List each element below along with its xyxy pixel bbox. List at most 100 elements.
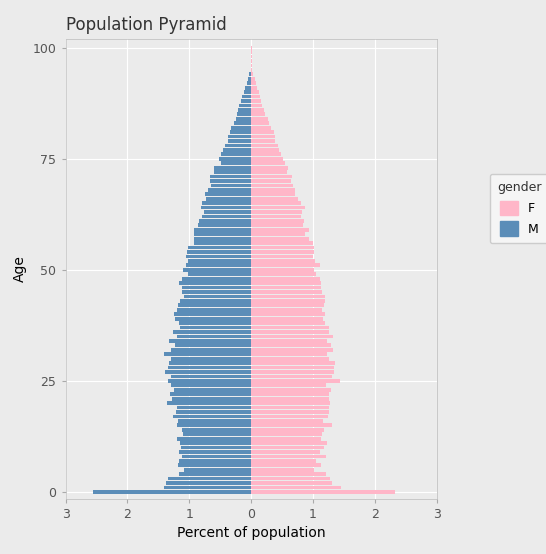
Bar [251,59,252,63]
Bar [251,179,291,183]
Bar [182,454,251,458]
Bar [172,397,251,401]
Bar [204,210,251,214]
Bar [251,343,331,347]
Bar [251,99,261,103]
Bar [251,437,322,440]
Bar [251,273,316,276]
Bar [251,175,292,178]
Bar [164,352,251,356]
Bar [251,46,252,49]
Bar [201,201,251,205]
Bar [211,183,251,187]
Bar [251,481,332,485]
Bar [178,463,251,467]
Bar [251,135,275,138]
Bar [251,81,256,85]
Bar [251,419,323,423]
Bar [251,290,322,294]
Bar [251,219,304,223]
Bar [251,143,278,147]
Bar [171,383,251,387]
Bar [251,486,341,489]
Bar [251,388,331,392]
Bar [237,112,251,116]
Bar [251,188,295,192]
Bar [181,277,251,280]
Bar [251,348,333,352]
Bar [182,290,251,294]
Bar [251,432,322,436]
Bar [169,361,251,365]
Bar [188,245,251,249]
Bar [251,201,301,205]
Bar [205,192,251,196]
Bar [251,228,309,232]
Bar [251,237,308,240]
Bar [184,295,251,299]
Bar [221,161,251,165]
Bar [251,397,329,401]
Legend: F, M: F, M [490,174,546,243]
Bar [251,366,334,370]
Bar [251,468,314,471]
Bar [176,410,251,414]
Bar [251,86,257,90]
Bar [194,228,251,232]
Bar [251,423,332,427]
Bar [251,241,313,245]
Bar [251,401,330,405]
Bar [175,317,251,321]
Bar [244,90,251,94]
Bar [198,223,251,227]
Bar [245,86,251,90]
Bar [179,321,251,325]
Bar [177,335,251,338]
Bar [167,401,251,405]
Bar [223,148,251,152]
Bar [251,428,324,432]
Bar [188,273,251,276]
Bar [251,335,333,338]
Bar [230,126,251,130]
Bar [242,95,251,99]
Bar [181,445,251,449]
Bar [251,370,334,374]
Bar [177,437,251,440]
Bar [177,308,251,312]
Bar [251,170,287,174]
Bar [210,175,251,178]
Bar [225,143,251,147]
Bar [251,108,264,112]
Bar [251,375,332,378]
Bar [251,304,324,307]
Bar [194,237,251,240]
Bar [251,73,253,76]
X-axis label: Percent of population: Percent of population [177,526,325,540]
Bar [206,197,251,201]
Bar [251,463,321,467]
Bar [168,366,251,370]
Bar [251,130,274,134]
Bar [183,268,251,271]
Bar [228,139,251,143]
Bar [182,428,251,432]
Bar [182,286,251,289]
Bar [173,330,251,334]
Bar [251,312,325,316]
Bar [175,343,251,347]
Bar [251,126,271,130]
Bar [165,370,251,374]
Bar [186,255,251,258]
Bar [214,166,251,170]
Bar [251,259,314,263]
Bar [186,264,251,267]
Bar [251,392,329,396]
Bar [251,255,313,258]
Bar [251,330,329,334]
Y-axis label: Age: Age [13,255,27,282]
Bar [251,139,275,143]
Bar [251,277,320,280]
Bar [251,166,288,170]
Bar [251,450,320,454]
